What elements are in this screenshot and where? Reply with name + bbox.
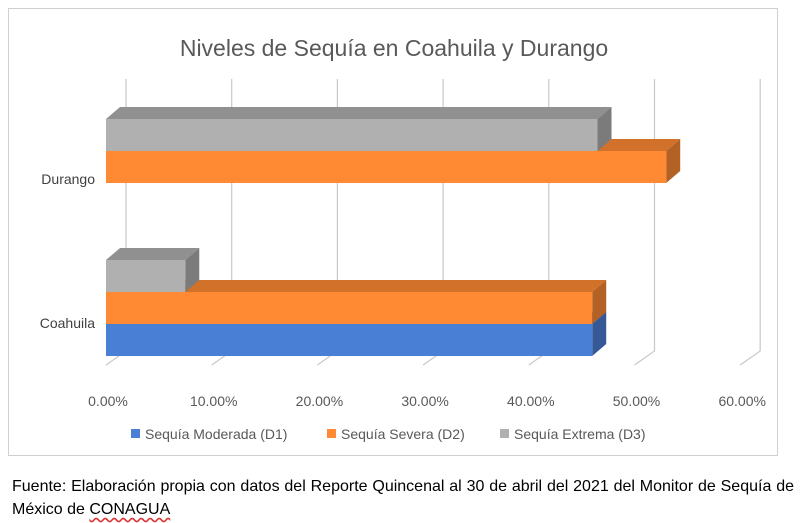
x-tick-label: 30.00%	[401, 393, 448, 409]
svg-text:Sequía Extrema (D3): Sequía Extrema (D3)	[514, 426, 646, 442]
x-tick-label: 10.00%	[190, 393, 237, 409]
legend-item: Sequía Severa (D2)	[327, 426, 465, 442]
gridline	[634, 79, 656, 366]
source-caption-link: CONAGUA	[89, 501, 171, 518]
legend-item: Sequía Moderada (D1)	[131, 426, 287, 442]
x-tick-label: 40.00%	[507, 393, 554, 409]
bar	[106, 248, 200, 292]
x-tick-label: 60.00%	[718, 393, 765, 409]
bar	[106, 107, 612, 151]
x-tick-label: 20.00%	[296, 393, 343, 409]
source-caption: Fuente: Elaboración propia con datos del…	[12, 475, 794, 521]
legend-item: Sequía Extrema (D3)	[500, 426, 646, 442]
category-label: Coahuila	[40, 315, 95, 331]
chart-frame: Niveles de Sequía en Coahuila y Durango …	[8, 8, 778, 456]
category-label: Durango	[41, 171, 95, 187]
chart-title: Niveles de Sequía en Coahuila y Durango	[180, 35, 608, 61]
gridline	[739, 79, 761, 366]
svg-text:Sequía Severa (D2): Sequía Severa (D2)	[341, 426, 465, 442]
source-caption-text: Fuente: Elaboración propia con datos del…	[12, 478, 794, 518]
svg-text:Sequía Moderada (D1): Sequía Moderada (D1)	[145, 426, 287, 442]
x-tick-label: 50.00%	[613, 393, 660, 409]
chart: Niveles de Sequía en Coahuila y Durango …	[40, 35, 766, 442]
x-tick-label: 0.00%	[88, 393, 128, 409]
bar	[106, 280, 607, 324]
